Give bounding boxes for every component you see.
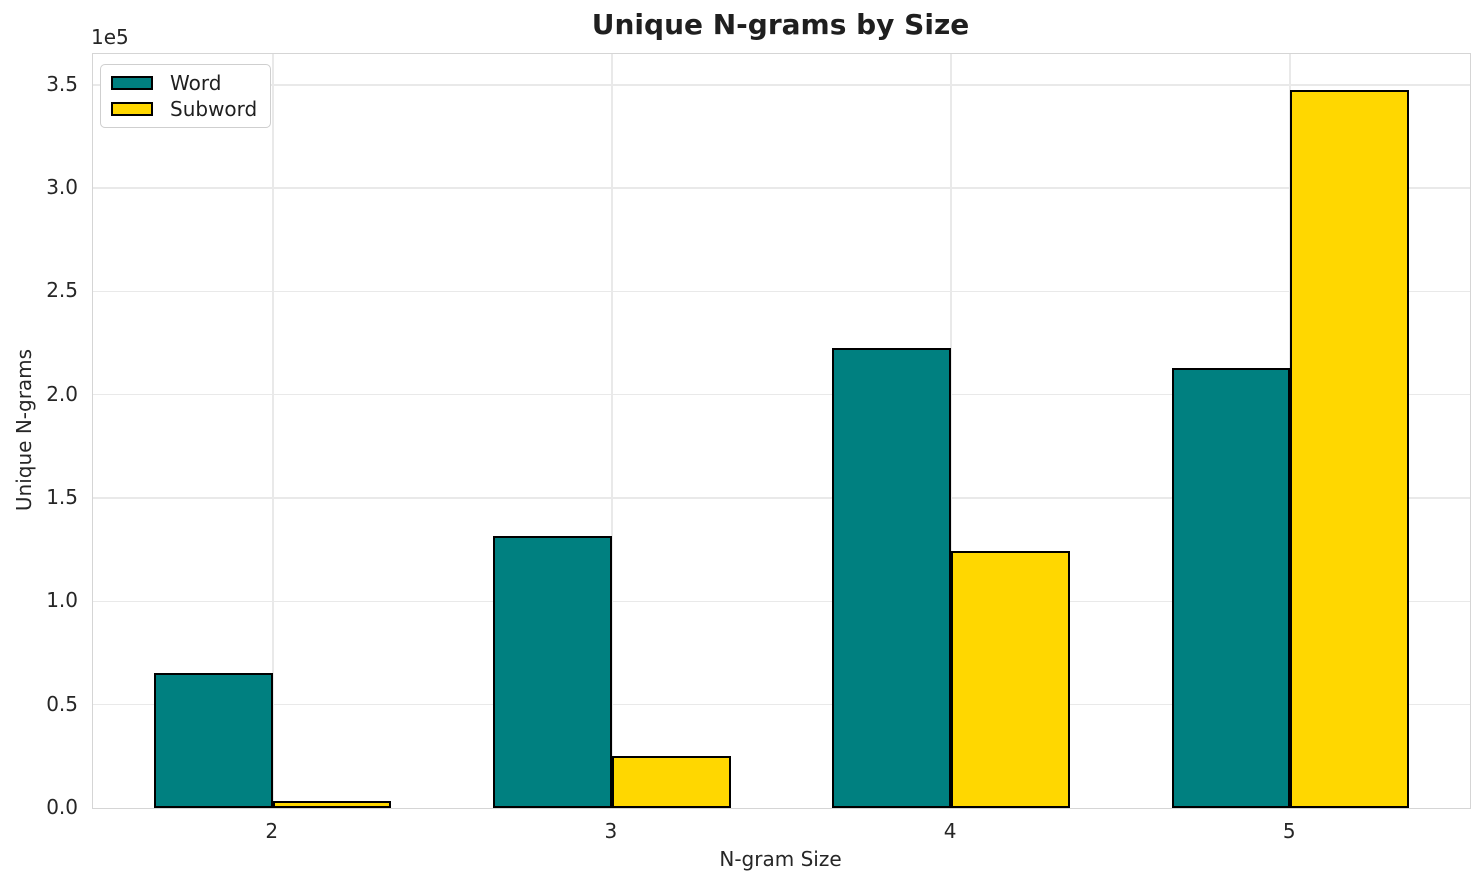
x-tick-label: 2 <box>265 819 279 843</box>
legend-item-word: Word <box>111 72 257 94</box>
y-tick-label: 3.5 <box>46 71 78 96</box>
bar-word-n5 <box>1171 367 1291 808</box>
bar-subword-n3 <box>611 756 731 808</box>
gridline-y-1.0 <box>93 600 1470 603</box>
gridline-y-3.0 <box>93 187 1470 189</box>
bar-word-n3 <box>493 536 612 808</box>
chart-title: Unique N-grams by Size <box>591 8 970 41</box>
x-tick-label: 5 <box>1282 819 1296 843</box>
legend-label-subword: Subword <box>170 97 258 121</box>
bar-subword-n4 <box>951 550 1070 808</box>
gridline-y-1.5 <box>93 497 1470 499</box>
gridline-x-4 <box>950 54 952 808</box>
y-tick-label: 1.5 <box>46 485 78 510</box>
gridline-y-0.5 <box>93 703 1470 706</box>
y-tick-label: 0.5 <box>46 691 78 716</box>
gridline-x-2 <box>272 54 274 808</box>
gridline-y-2.0 <box>93 393 1470 396</box>
gridline-y-2.5 <box>93 290 1470 293</box>
y-tick-label: 3.0 <box>46 175 78 200</box>
bar-word-n4 <box>832 348 952 808</box>
plot-area <box>92 53 1471 809</box>
y-tick-label: 0.0 <box>46 795 78 819</box>
gridline-y-3.5 <box>93 84 1470 86</box>
bar-subword-n2 <box>272 800 392 808</box>
legend-label-word: Word <box>170 71 222 95</box>
gridline-x-3 <box>611 54 613 808</box>
legend-swatch-word <box>111 76 153 90</box>
legend-swatch-subword <box>111 102 153 116</box>
y-axis-offset-label: 1e5 <box>91 25 129 49</box>
y-tick-label: 2.0 <box>46 381 78 406</box>
y-tick-label: 1.0 <box>46 588 78 613</box>
bar-subword-n5 <box>1290 89 1409 808</box>
legend-item-subword: Subword <box>111 98 257 120</box>
bar-word-n2 <box>154 673 273 808</box>
x-tick-label: 3 <box>604 819 618 843</box>
y-tick-label: 2.5 <box>46 278 78 303</box>
legend: Word Subword <box>100 64 272 128</box>
x-tick-label: 4 <box>943 819 957 843</box>
x-axis-label: N-gram Size <box>719 847 842 871</box>
